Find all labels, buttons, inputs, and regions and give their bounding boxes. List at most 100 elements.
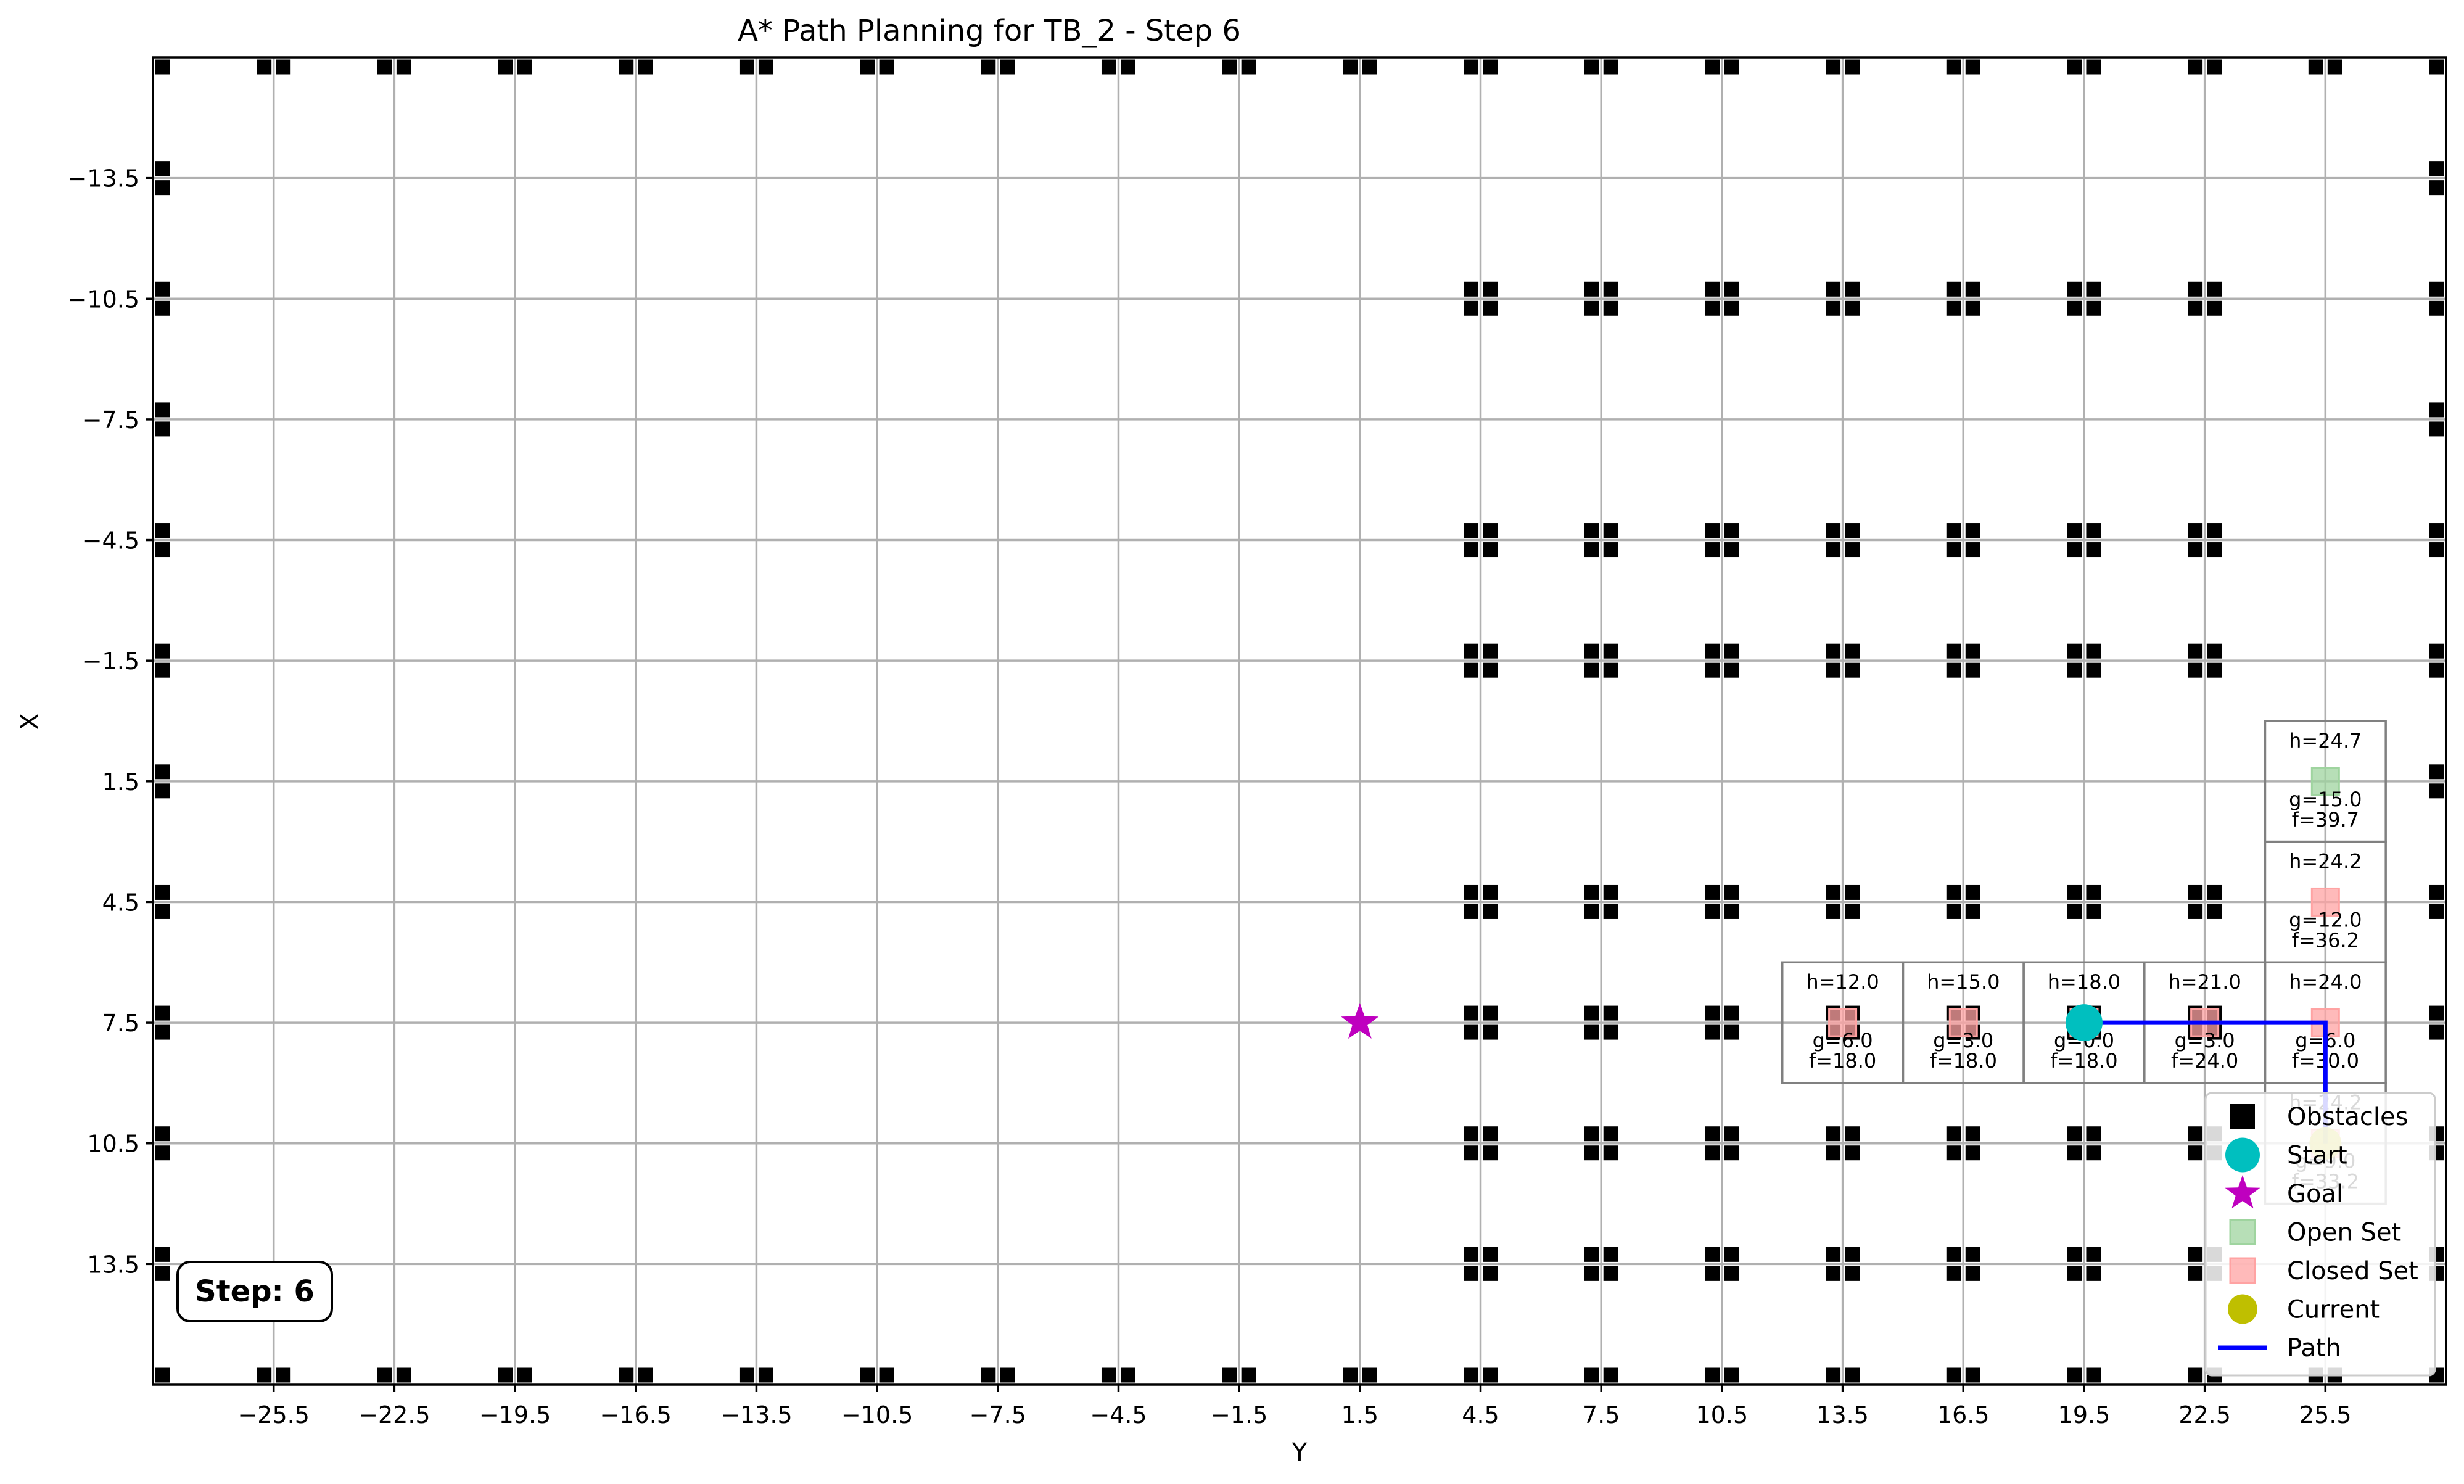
f-cost-label: f=36.2 (2292, 928, 2359, 952)
h-cost-label: h=24.7 (2289, 729, 2362, 752)
obstacle (1584, 1247, 1618, 1281)
obstacle (2188, 884, 2222, 919)
legend-item: Obstacles (2230, 1103, 2408, 1131)
obstacle (1101, 1367, 1135, 1383)
obstacle (1826, 523, 1860, 558)
obstacle (2188, 281, 2222, 316)
obstacle (155, 764, 170, 799)
obstacle (1826, 281, 1860, 316)
y-tick-label: 7.5 (102, 1010, 139, 1037)
g-cost-label: g=3.0 (1933, 1029, 1993, 1052)
obstacle (2067, 884, 2101, 919)
obstacle (2429, 59, 2444, 75)
obstacle (2067, 59, 2101, 75)
obstacle (2188, 523, 2222, 558)
x-tick-label: −19.5 (479, 1401, 551, 1428)
obstacle (1584, 1005, 1618, 1040)
grid-lines (153, 57, 2446, 1385)
obstacle (1222, 59, 1256, 75)
obstacle (1946, 1367, 1980, 1383)
obstacle (1705, 281, 1739, 316)
legend-current-symbol (2228, 1294, 2257, 1324)
obstacle (1464, 1005, 1498, 1040)
x-tick-label: −10.5 (841, 1401, 913, 1428)
f-cost-label: f=18.0 (1809, 1049, 1876, 1073)
obstacle (155, 1126, 170, 1161)
axis-ticks: −25.5 −22.5 −19.5 −16.5 −13.5 −10.5 −7.5 −4.5 −1… (68, 165, 2352, 1428)
obstacle (1826, 1367, 1860, 1383)
obstacle (1101, 59, 1135, 75)
f-cost-label: f=18.0 (2050, 1049, 2117, 1073)
obstacle (155, 1247, 170, 1281)
obstacle (1584, 59, 1618, 75)
obstacle (1464, 1126, 1498, 1161)
open-set-cell: h=24.7 g=15.0f=39.7 (2264, 720, 2387, 843)
legend-item-label: Current (2287, 1296, 2380, 1324)
obstacle (2067, 643, 2101, 678)
y-tick-label: 10.5 (87, 1131, 139, 1158)
closed-set-marker (2310, 887, 2340, 917)
obstacle (1343, 59, 1377, 75)
obstacle (2188, 643, 2222, 678)
h-cost-label: h=12.0 (1806, 970, 1879, 994)
obstacle (1222, 1367, 1256, 1383)
x-tick-label: 1.5 (1341, 1401, 1378, 1428)
legend-item: Start (2225, 1137, 2347, 1173)
y-tick-label: 4.5 (102, 889, 139, 916)
x-tick-label: −25.5 (237, 1401, 309, 1428)
x-tick-label: 16.5 (1937, 1401, 1990, 1428)
legend-obstacles-symbol (2230, 1104, 2255, 1129)
legend-item-label: Open Set (2287, 1219, 2401, 1247)
obstacle (155, 884, 170, 919)
step-badge: Step: 6 (176, 1261, 333, 1322)
legend-closed-set-symbol (2229, 1257, 2256, 1284)
x-tick-label: −7.5 (970, 1401, 1026, 1428)
obstacle (1464, 59, 1498, 75)
obstacle (155, 161, 170, 196)
y-tick-label: −1.5 (83, 648, 139, 675)
obstacle (1705, 1367, 1739, 1383)
h-cost-label: h=21.0 (2168, 970, 2241, 994)
h-cost-label: h=24.2 (2289, 849, 2362, 873)
x-tick-label: 7.5 (1583, 1401, 1620, 1428)
obstacle (1826, 1247, 1860, 1281)
obstacle (1464, 884, 1498, 919)
x-tick-label: 19.5 (2058, 1401, 2111, 1428)
obstacle (860, 1367, 894, 1383)
obstacle (1826, 59, 1860, 75)
obstacle (155, 59, 170, 75)
obstacle (2067, 281, 2101, 316)
h-cost-label: h=24.0 (2289, 970, 2362, 994)
g-cost-label: g=15.0 (2289, 788, 2362, 811)
x-tick-label: −13.5 (720, 1401, 792, 1428)
legend-item: Closed Set (2229, 1257, 2418, 1285)
obstacle (1343, 1367, 1377, 1383)
legend-item: Current (2228, 1294, 2380, 1324)
x-tick-label: −16.5 (600, 1401, 672, 1428)
obstacle (498, 1367, 532, 1383)
x-tick-label: 13.5 (1816, 1401, 1869, 1428)
legend-item-label: Path (2287, 1334, 2341, 1362)
obstacle (155, 1367, 170, 1383)
legend-box (2204, 1092, 2436, 1377)
legend-item-label: Goal (2287, 1180, 2343, 1208)
obstacle (155, 402, 170, 437)
open-set-marker (2310, 767, 2340, 796)
step-badge-box (176, 1261, 333, 1322)
obstacle (498, 59, 532, 75)
obstacle (257, 59, 291, 75)
obstacle (619, 59, 653, 75)
obstacle (155, 1005, 170, 1040)
obstacle (377, 59, 411, 75)
x-tick-label: −1.5 (1211, 1401, 1267, 1428)
chart-title: A* Path Planning for TB_2 - Step 6 (738, 14, 1241, 48)
obstacle (1464, 1247, 1498, 1281)
obstacle (1946, 1126, 1980, 1161)
x-tick-label: 10.5 (1696, 1401, 1749, 1428)
obstacle (2429, 402, 2444, 437)
obstacle (2429, 161, 2444, 196)
legend-start-symbol (2225, 1137, 2260, 1173)
obstacle (2067, 1367, 2101, 1383)
legend-item: Goal (2225, 1175, 2343, 1209)
obstacle (1946, 1247, 1980, 1281)
